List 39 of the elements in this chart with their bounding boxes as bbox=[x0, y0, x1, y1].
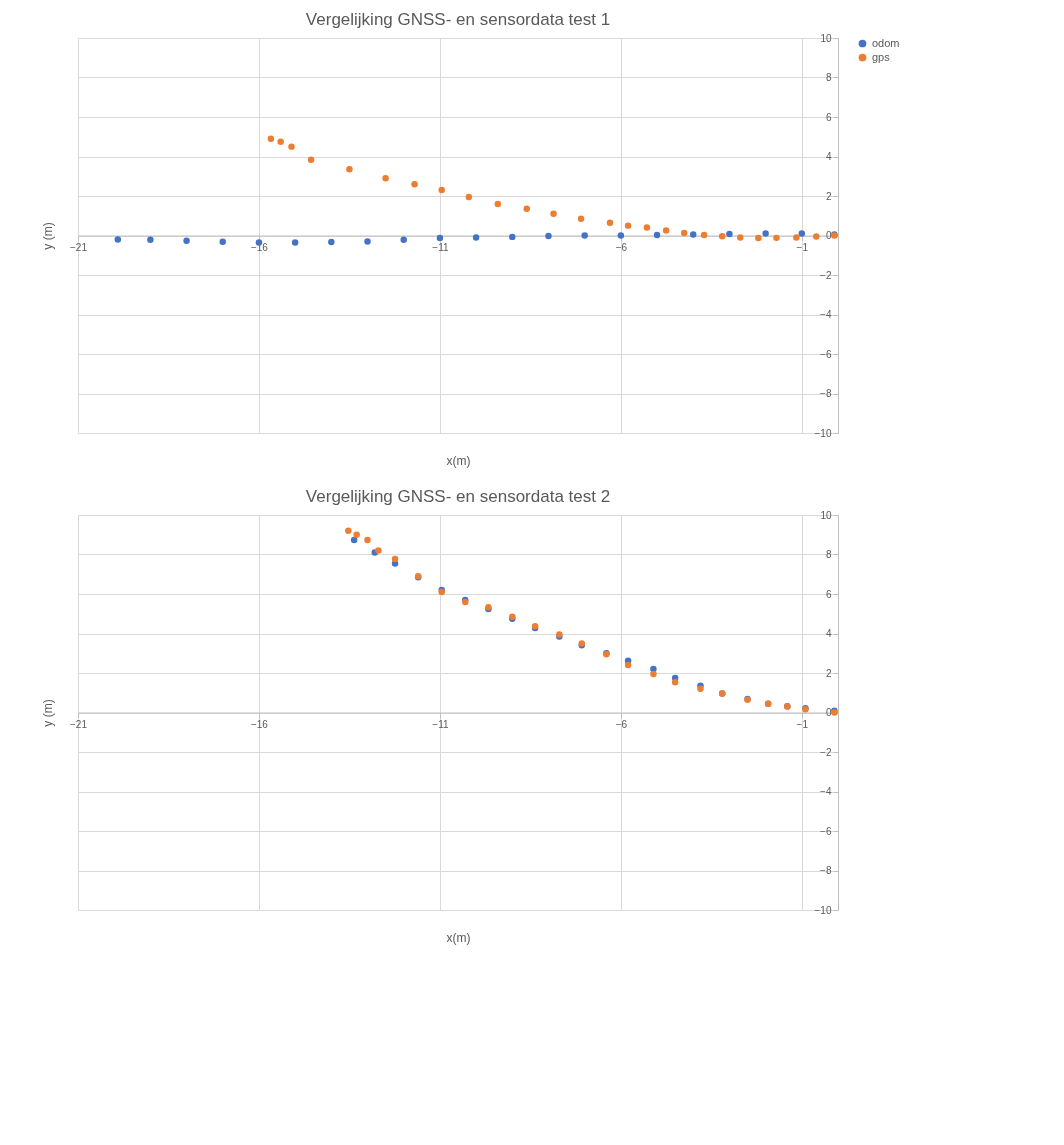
y-tick-label: 6 bbox=[825, 111, 832, 123]
y-axis-title: y (m) bbox=[40, 699, 55, 727]
y-tick-label: −4 bbox=[820, 309, 832, 320]
y-tick-label: 4 bbox=[825, 151, 832, 162]
x-tick-label: −6 bbox=[615, 242, 628, 253]
y-tick-label: −2 bbox=[820, 269, 832, 281]
y-tick-label: 8 bbox=[825, 549, 832, 560]
legend-label: gps bbox=[872, 50, 891, 63]
y-tick-label: −8 bbox=[820, 865, 832, 876]
x-axis-title: x(m) bbox=[446, 930, 471, 945]
x-tick-label: −1 bbox=[796, 242, 809, 253]
y-tick-label: 2 bbox=[825, 667, 832, 679]
y-tick-label: 6 bbox=[825, 588, 832, 600]
y-tick-label: 2 bbox=[825, 190, 832, 202]
y-tick-label: −6 bbox=[820, 348, 832, 360]
x-tick-label: −21 bbox=[70, 242, 88, 253]
y-tick-label: −10 bbox=[814, 904, 832, 916]
chart-title: Vergelijking GNSS- en sensordata test 2 bbox=[305, 487, 611, 506]
y-tick-label: 0 bbox=[825, 707, 832, 718]
y-axis-title: y (m) bbox=[40, 222, 55, 250]
x-tick-label: −16 bbox=[250, 719, 269, 730]
chart-title: Vergelijking GNSS- en sensordata test 1 bbox=[305, 10, 611, 29]
x-tick-label: −21 bbox=[70, 719, 88, 730]
y-tick-label: −8 bbox=[820, 388, 832, 399]
y-tick-label: 10 bbox=[820, 509, 832, 521]
x-tick-label: −1 bbox=[796, 719, 809, 730]
y-tick-label: −10 bbox=[814, 427, 832, 439]
y-tick-label: 8 bbox=[825, 72, 832, 83]
y-tick-label: −2 bbox=[820, 746, 832, 758]
y-tick-label: 4 bbox=[825, 628, 832, 639]
y-tick-label: −6 bbox=[820, 825, 832, 837]
x-tick-label: −11 bbox=[432, 719, 449, 730]
x-tick-label: −11 bbox=[432, 242, 449, 253]
x-tick-label: −6 bbox=[615, 719, 628, 730]
x-axis-title: x(m) bbox=[446, 453, 471, 468]
y-tick-label: −4 bbox=[820, 786, 832, 797]
y-tick-label: 0 bbox=[825, 230, 832, 241]
y-tick-label: 10 bbox=[820, 32, 832, 44]
legend-label: odom bbox=[872, 36, 900, 49]
